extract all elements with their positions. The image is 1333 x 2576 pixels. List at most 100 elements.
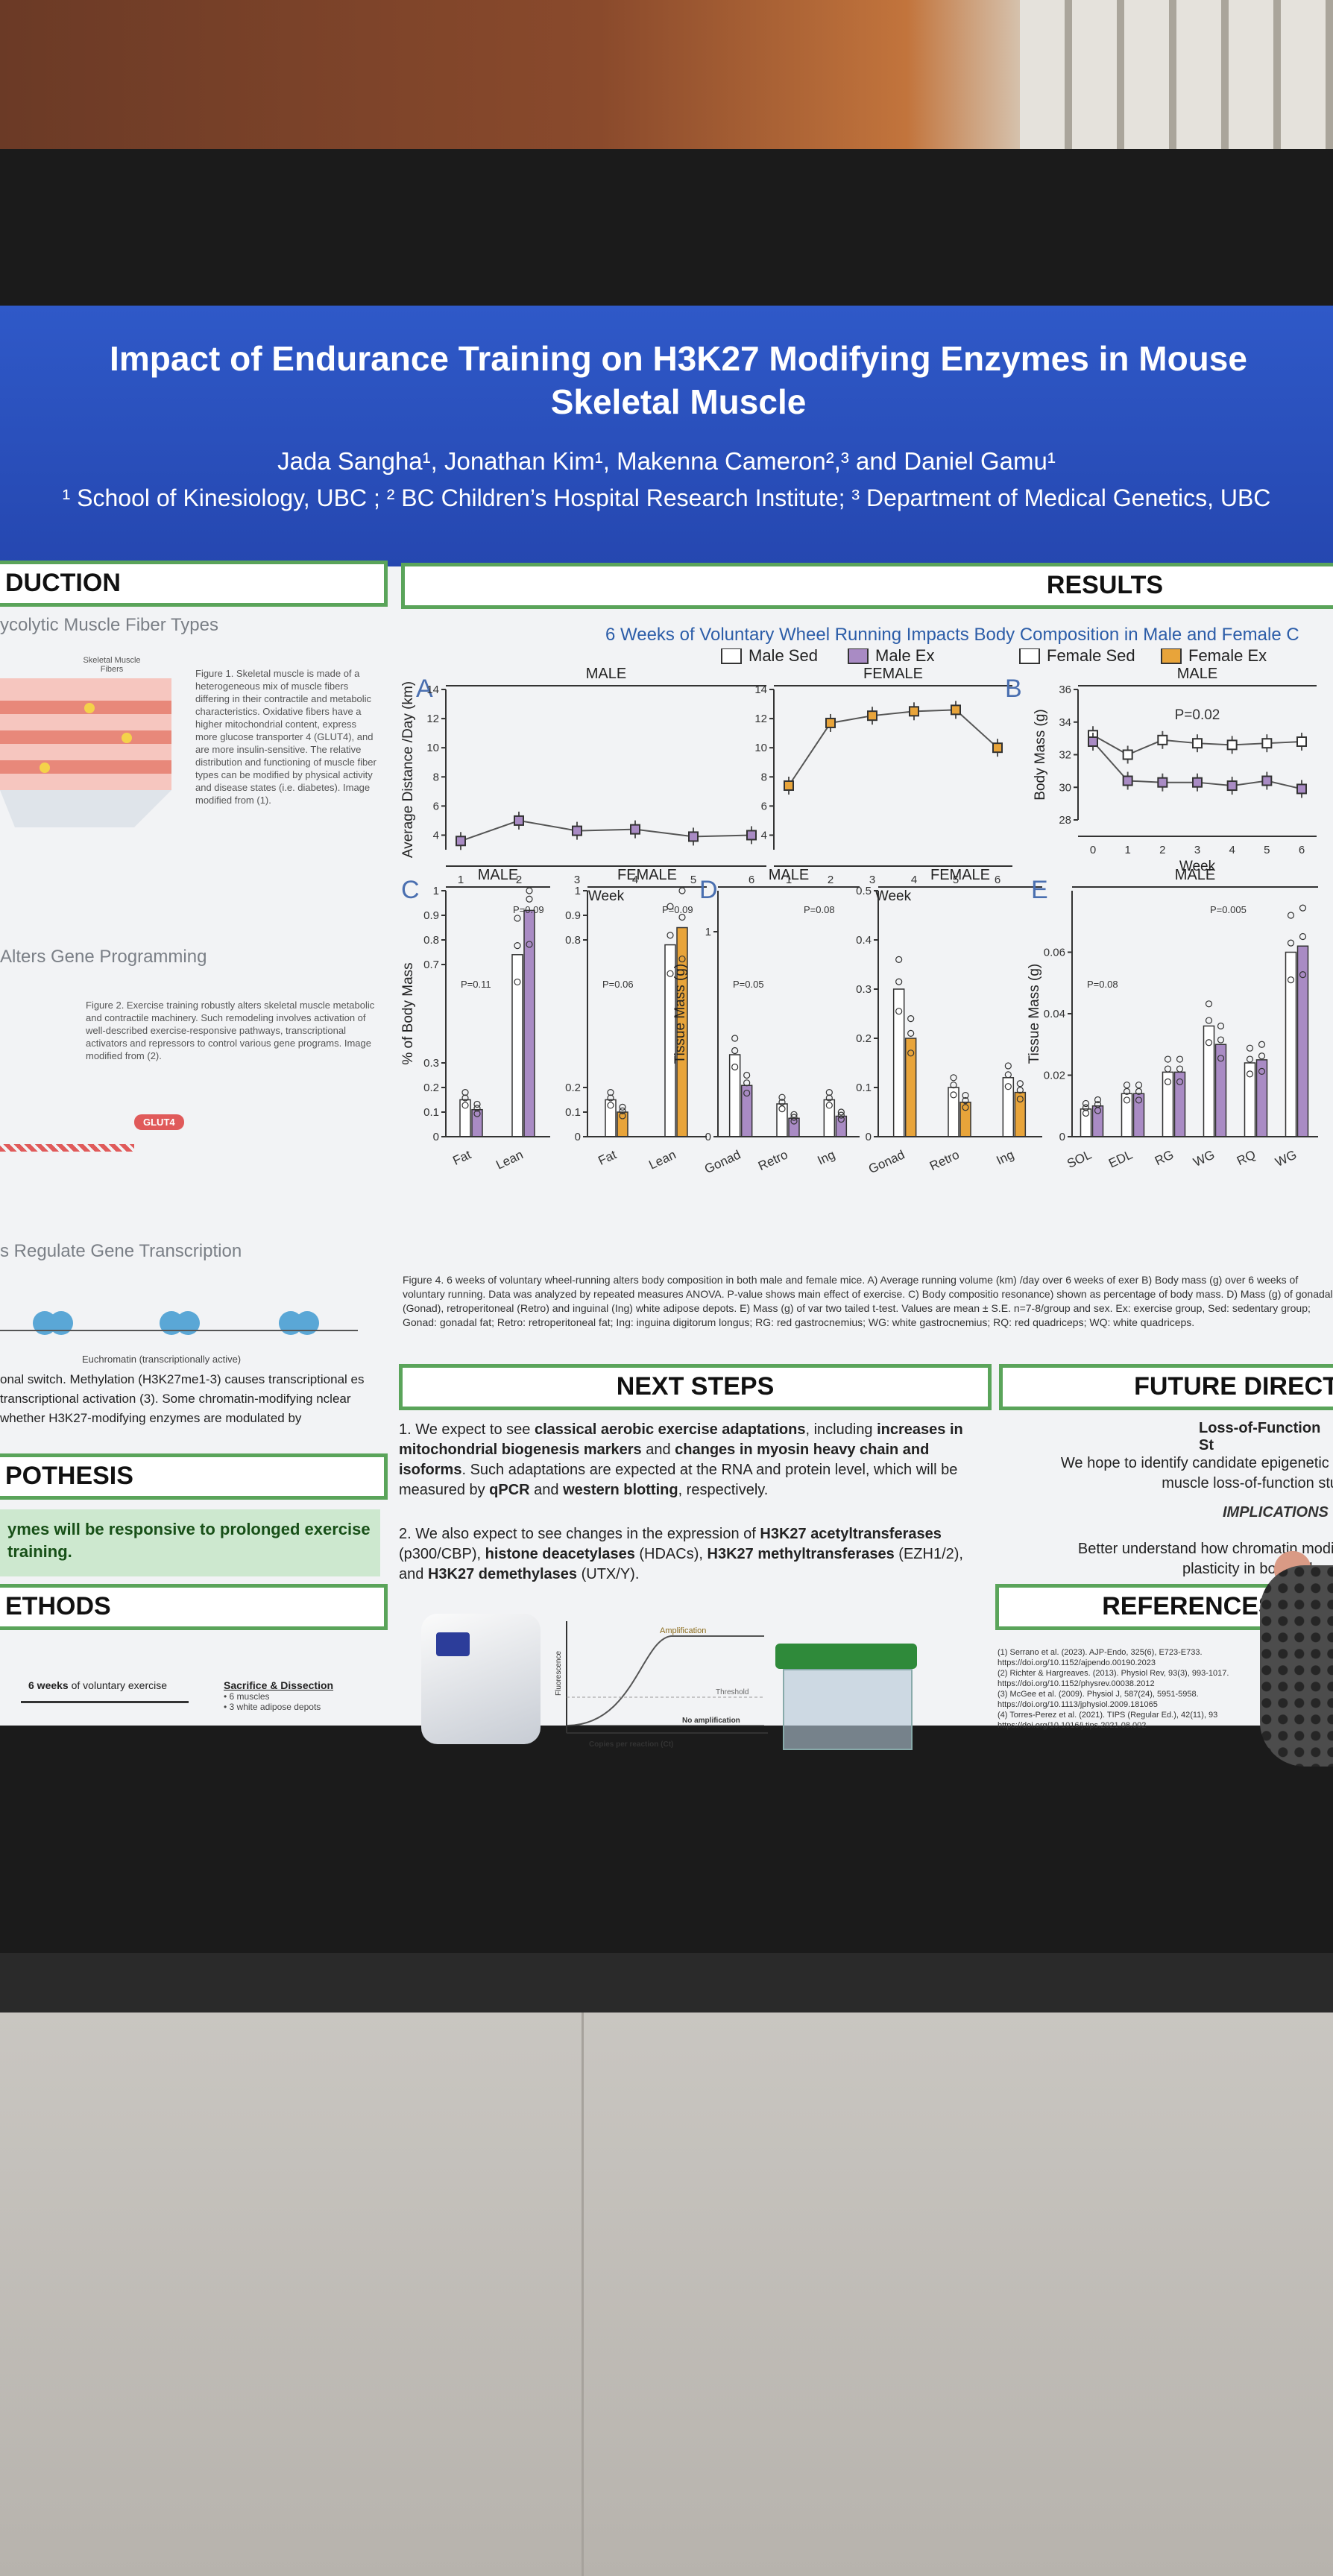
hypothesis-line-1: ymes will be responsive to prolonged exe… [7, 1520, 371, 1538]
chart-5-annotation-1: P=0.08 [804, 904, 835, 915]
chart-6-title: FEMALE [930, 867, 990, 883]
chart-1-xtick-label-5: 6 [995, 874, 1000, 886]
western-blot-apparatus [775, 1644, 917, 1750]
chart-2-ytick-label-3: 34 [1059, 716, 1071, 729]
methods-step-1: 6 weeks of voluntary exercise [28, 1679, 167, 1691]
chart-5-dot-2-0-0 [825, 1102, 833, 1109]
chart-5-bar-0-1 [740, 1085, 753, 1137]
ns2-d: histone deacetylases [485, 1546, 635, 1562]
chart-3-dot-0-1-2 [473, 1100, 481, 1108]
chart-1-title: FEMALE [863, 666, 923, 682]
authors: Jada Sangha¹, Jonathan Kim¹, Makenna Cam… [277, 447, 1056, 475]
chart-3-dot-1-0-2 [514, 915, 521, 922]
chart-6-dot-2-1-1 [1016, 1087, 1024, 1094]
chart-7-bar-3-1 [1214, 1044, 1227, 1137]
chart-3-annotation-1: P=0.09 [513, 904, 544, 915]
chart-1-ytick-label-4: 12 [754, 713, 767, 725]
chart-2-s1-point-2 [1157, 777, 1168, 788]
chart-7-bar-5-0 [1285, 951, 1297, 1137]
chart-4-ytick-label-3: 0.8 [565, 934, 581, 947]
chart-6-bar-1-0 [948, 1087, 959, 1137]
intro-paragraph: onal switch. Methylation (H3K27me1-3) ca… [0, 1372, 365, 1425]
chart-5-dot-0-1-1 [743, 1079, 751, 1087]
chart-7-annotation-1: P=0.005 [1210, 904, 1247, 915]
chart-4-dot-0-1-2 [619, 1103, 626, 1111]
ref-2: (2) Richter & Hargreaves. (2013). Physio… [998, 1669, 1229, 1678]
chart-7-dot-5-1-2 [1299, 904, 1307, 912]
chart-0-xtick-label-3: 4 [632, 874, 638, 886]
fiber-drawing [0, 678, 171, 827]
chart-2-s1-point-3 [1192, 777, 1203, 788]
chart-1-xtick-label-3: 4 [911, 874, 917, 886]
chart-5-dot-2-1-1 [837, 1111, 845, 1119]
chart-2-annotation: P=0.02 [1175, 707, 1220, 723]
chart-0-ytick-label-4: 12 [426, 713, 439, 725]
chart-2-ytick-label-0: 28 [1059, 814, 1071, 827]
chart-3-bar-0-1 [471, 1108, 483, 1137]
chart-6-dot-0-1-1 [907, 1029, 915, 1038]
chart-7-bar-2-0 [1162, 1071, 1174, 1137]
chart-3-xtick-label-0: Fat [450, 1147, 473, 1168]
chart-0-s0-point-5 [746, 830, 757, 841]
legend-swatch-2 [1019, 648, 1040, 664]
chart-6-ytick-label-4: 0.4 [856, 934, 872, 947]
chart-7-xtick-label-5: WG [1273, 1147, 1299, 1169]
intro-heading: DUCTION [0, 561, 388, 607]
chart-1-s0-point-3 [909, 706, 919, 717]
chart-2-ylabel: Body Mass (g) [1033, 709, 1048, 800]
chart-6-bar-2-1 [1014, 1091, 1027, 1137]
chart-3-dot-1-0-0 [514, 978, 521, 986]
chart-7-xtick-label-1: EDL [1106, 1147, 1135, 1170]
chart-4-dot-0-1-0 [619, 1112, 626, 1120]
chart-7-dot-2-1-1 [1176, 1065, 1184, 1073]
chart-6-dot-2-0-2 [1004, 1062, 1012, 1070]
chart-1-xtick-label-4: 5 [953, 874, 959, 886]
methods-heading: ETHODS [0, 1584, 388, 1630]
legend-swatch-3 [1161, 648, 1182, 664]
methods-arrow [21, 1701, 189, 1703]
chart-4-annotation-1: P=0.09 [662, 904, 693, 915]
chart-3-ytick-label-1: 0.1 [423, 1106, 439, 1119]
chart-5-ytick-label-1: 1 [705, 926, 711, 938]
ns1-h: qPCR [489, 1482, 530, 1498]
chart-1-s0-point-5 [992, 742, 1003, 754]
chart-3-xtick-label-1: Lean [494, 1147, 525, 1172]
chart-2-ytick-label-4: 36 [1059, 684, 1071, 696]
chart-2-xlabel: Week [1179, 859, 1216, 874]
chart-4-bar-0-0 [605, 1099, 617, 1137]
chart-5-dot-2-1-2 [837, 1108, 845, 1116]
chart-7-dot-3-0-1 [1205, 1017, 1213, 1024]
chart-4-dot-0-0-0 [607, 1102, 614, 1109]
chart-7-dot-1-0-2 [1123, 1082, 1131, 1089]
title-banner: Impact of Endurance Training on H3K27 Mo… [0, 306, 1333, 566]
chart-4-dot-1-1-1 [678, 913, 686, 921]
chart-7-dot-4-1-2 [1258, 1041, 1266, 1048]
ns1-f: changes in myosin heavy chain and isofor… [399, 1442, 930, 1478]
board-ledge [0, 1953, 1333, 2012]
chart-3-dot-0-0-0 [461, 1102, 469, 1109]
qpcr-x-label: Copies per reaction (Ct) [589, 1740, 673, 1749]
ref-1: (1) Serrano et al. (2023). AJP-Endo, 325… [998, 1648, 1203, 1657]
chart-3-dot-1-1-2 [526, 887, 533, 894]
ns1-e: and [641, 1442, 675, 1458]
ref-4: (4) Torres-Perez et al. (2021). TIPS (Re… [998, 1711, 1218, 1720]
chart-7-dot-3-1-0 [1217, 1055, 1225, 1062]
hypothesis-box: ymes will be responsive to prolonged exe… [0, 1509, 380, 1576]
chart-0-ytick-label-2: 8 [433, 771, 439, 783]
future-heading: FUTURE DIRECT [999, 1364, 1333, 1410]
chart-2-xtick-label-1: 1 [1124, 844, 1130, 856]
title-line-2: Skeletal Muscle [550, 382, 807, 421]
chart-7-dot-5-0-2 [1287, 912, 1295, 919]
hypothesis-heading: POTHESIS [0, 1453, 388, 1500]
ns2-b: H3K27 acetyltransferases [760, 1526, 942, 1542]
ns1-k: , respectively. [678, 1482, 769, 1498]
chart-5-panel-letter: D [699, 876, 718, 904]
chart-5-xtick-label-2: Ing [816, 1147, 837, 1167]
legend-swatch-1 [848, 648, 869, 664]
chart-2-s1-point-1 [1122, 775, 1133, 786]
chart-3-dot-1-0-1 [514, 941, 521, 950]
methods-step-2: Sacrifice & Dissection • 6 muscles • 3 w… [224, 1679, 333, 1712]
legend-label-3: Female Ex [1188, 648, 1267, 665]
chart-2-s0-point-2 [1157, 734, 1168, 745]
qpcr-amp-label: Amplification [660, 1626, 706, 1635]
